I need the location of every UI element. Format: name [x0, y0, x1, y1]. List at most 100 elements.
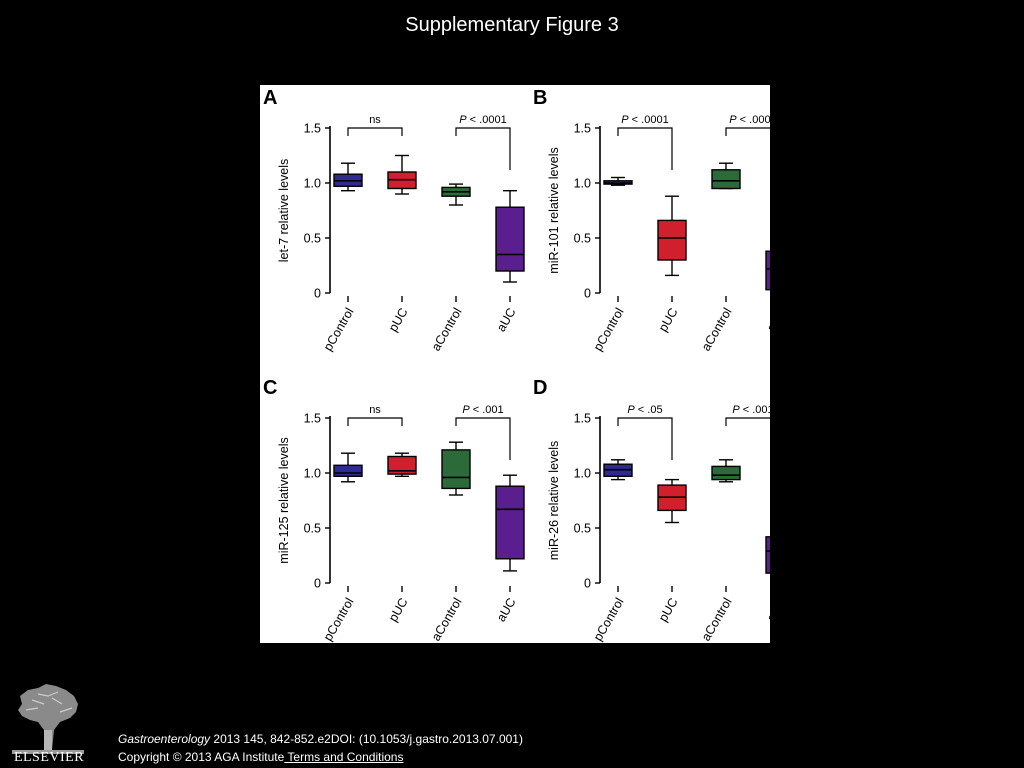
- bracket-line: [347, 127, 403, 136]
- x-tick-label: aControl: [429, 306, 465, 354]
- y-tick-label: 0: [314, 577, 321, 591]
- iqr-box: [711, 465, 741, 481]
- bracket-line: [455, 127, 511, 170]
- panel-letter: B: [533, 87, 547, 109]
- box-auc: [765, 250, 770, 291]
- bracket-line: [617, 127, 673, 170]
- comparison-label: ns: [369, 114, 381, 126]
- comparison-label: P < .05: [627, 404, 662, 416]
- panel-letter: C: [263, 377, 277, 399]
- y-tick-label: 0.5: [574, 232, 591, 246]
- y-tick-label: 1.0: [574, 467, 591, 481]
- bracket-line: [725, 127, 770, 136]
- elsevier-wordmark: ELSEVIER: [13, 750, 85, 765]
- x-tick-label: pControl: [321, 306, 357, 354]
- y-axis-label: miR-101 relative levels: [547, 147, 561, 273]
- p-symbol: P: [627, 404, 635, 416]
- citation-text: 2013 145, 842-852.e2DOI: (10.1053/j.gast…: [210, 732, 523, 746]
- y-tick-label: 1.5: [574, 122, 591, 136]
- box-auc: [495, 189, 525, 283]
- p-symbol: P: [459, 114, 467, 126]
- box-auc: [495, 474, 525, 572]
- p-symbol: P: [462, 404, 470, 416]
- iqr-box: [333, 464, 363, 478]
- box-puc: [387, 452, 417, 478]
- y-tick-label: 0.5: [304, 232, 321, 246]
- x-tick-label: pUC: [656, 306, 681, 335]
- x-tick-label: aControl: [699, 596, 735, 644]
- y-axis-label: let-7 relative levels: [277, 159, 291, 263]
- panel-c: C 0 0.5 1.0 1.5 miR-125 relative levels pContr…: [263, 377, 525, 644]
- box-acontrol: [441, 183, 471, 206]
- iqr-box: [387, 455, 417, 475]
- comparison-label: P < .0001: [459, 114, 506, 126]
- comparison-label: P < .001: [732, 404, 770, 416]
- copyright-line: Copyright © 2013 AGA Institute Terms and…: [118, 748, 523, 766]
- y-tick-label: 0: [584, 577, 591, 591]
- y-axis-label: miR-125 relative levels: [277, 437, 291, 563]
- p-value: < .0001: [737, 114, 770, 126]
- y-tick-label: 1.0: [304, 467, 321, 481]
- p-symbol: P: [621, 114, 629, 126]
- box-pcontrol: [603, 176, 633, 186]
- y-tick-label: 1.0: [304, 177, 321, 191]
- x-tick-label: aControl: [429, 596, 465, 644]
- y-tick-label: 0: [314, 287, 321, 301]
- comparison-bracket: ns: [347, 404, 403, 426]
- y-tick-label: 0: [584, 287, 591, 301]
- copyright-text: Copyright © 2013 AGA Institute: [118, 750, 285, 764]
- box-puc: [387, 154, 417, 195]
- p-symbol: P: [729, 114, 737, 126]
- box-plot-figure: A 0 0.5 1.0 1.5 let-7 relative levels pControl…: [263, 87, 770, 644]
- iqr-box: [495, 206, 525, 272]
- figure-footer: Gastroenterology 2013 145, 842-852.e2DOI…: [118, 730, 523, 766]
- x-tick-label: aControl: [699, 306, 735, 354]
- x-tick-label: pUC: [386, 596, 411, 625]
- p-value: < .05: [635, 404, 663, 416]
- panel-a: A 0 0.5 1.0 1.5 let-7 relative levels pControl…: [263, 87, 525, 354]
- journal-name: Gastroenterology: [118, 732, 211, 746]
- comparison-bracket: P < .0001: [725, 114, 770, 136]
- panel-d: D 0 0.5 1.0 1.5 miR-26 relative levels pContro…: [533, 377, 770, 643]
- elsevier-tree-logo: [8, 680, 88, 766]
- comparison-label: ns: [369, 404, 381, 416]
- bracket-line: [617, 417, 673, 460]
- y-tick-label: 1.5: [304, 412, 321, 426]
- y-tick-label: 0.5: [574, 522, 591, 536]
- comparison-bracket: P < .0001: [455, 114, 511, 170]
- terms-and-conditions-link[interactable]: Terms and Conditions: [284, 750, 404, 764]
- box-puc: [657, 478, 687, 524]
- comparison-bracket: P < .001: [455, 404, 511, 460]
- y-tick-label: 1.5: [304, 122, 321, 136]
- box-pcontrol: [603, 459, 633, 481]
- bracket-line: [725, 417, 770, 426]
- comparison-label: P < .0001: [621, 114, 668, 126]
- citation-line: Gastroenterology 2013 145, 842-852.e2DOI…: [118, 730, 523, 748]
- box-pcontrol: [333, 162, 363, 192]
- x-tick-label: pControl: [321, 596, 357, 644]
- y-tick-label: 1.0: [574, 177, 591, 191]
- x-tick-label: aUC: [494, 306, 519, 335]
- box-puc: [657, 195, 687, 277]
- iqr-box: [765, 536, 770, 574]
- iqr-box: [711, 169, 741, 190]
- x-tick-label: aUC: [494, 596, 519, 625]
- y-axis-label: miR-26 relative levels: [547, 441, 561, 560]
- iqr-box: [495, 485, 525, 560]
- x-tick-label: pControl: [591, 306, 627, 354]
- p-value: < .001: [470, 404, 504, 416]
- p-value: < .001: [740, 404, 770, 416]
- p-symbol: P: [732, 404, 740, 416]
- x-tick-label: pUC: [656, 596, 681, 625]
- x-tick-label: aUC: [764, 596, 770, 625]
- iqr-box: [657, 219, 687, 261]
- slide-title: Supplementary Figure 3: [405, 14, 619, 36]
- box-auc: [765, 536, 770, 574]
- p-value: < .0001: [629, 114, 669, 126]
- box-acontrol: [711, 162, 741, 190]
- panel-letter: D: [533, 377, 547, 399]
- comparison-bracket: P < .05: [617, 404, 673, 460]
- box-acontrol: [711, 459, 741, 483]
- iqr-box: [765, 250, 770, 291]
- comparison-bracket: P < .0001: [617, 114, 673, 170]
